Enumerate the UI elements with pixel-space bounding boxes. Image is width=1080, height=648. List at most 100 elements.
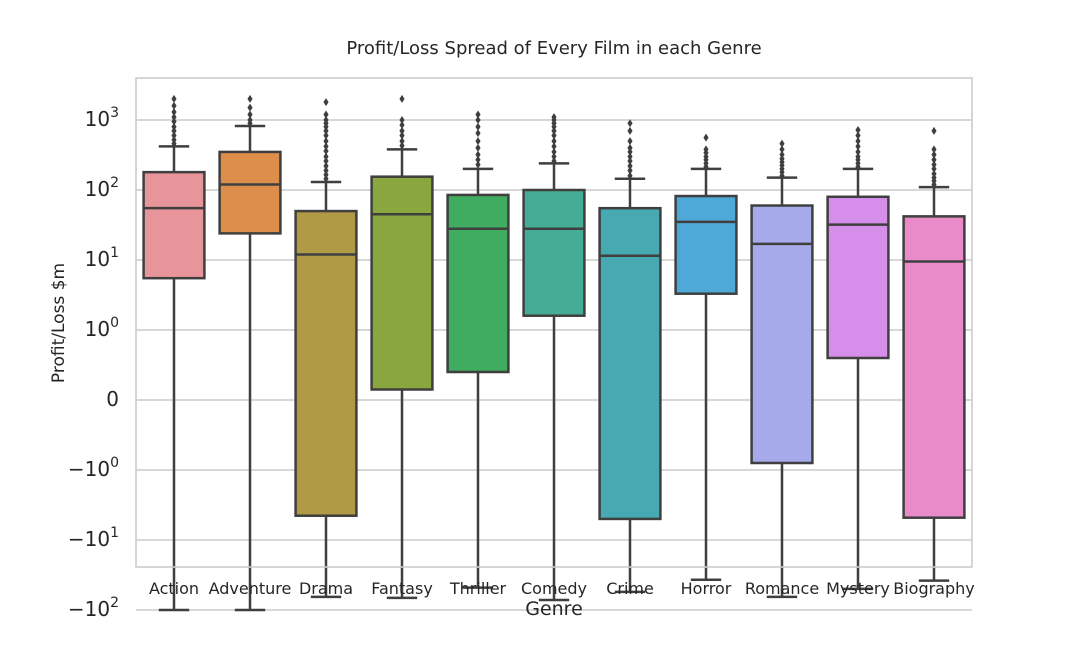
outlier-point <box>855 152 861 161</box>
x-tick-labels: Action Adventure Drama Fantasy Thriller Comed… <box>149 579 975 598</box>
iqr-box <box>750 204 814 465</box>
outlier-point <box>475 129 481 138</box>
outlier-point <box>475 150 481 159</box>
outlier-point <box>703 133 709 142</box>
outlier-point <box>779 145 785 154</box>
outlier-point <box>931 160 937 169</box>
outlier-point <box>551 126 557 135</box>
y-tick-label: 103 <box>85 105 119 131</box>
outlier-point <box>171 113 177 122</box>
x-tick-label: Thriller <box>449 579 507 598</box>
iqr-box <box>522 188 586 317</box>
outlier-point <box>931 155 937 164</box>
outlier-point <box>399 116 405 124</box>
outlier-point <box>627 166 633 175</box>
outlier-point <box>931 169 937 178</box>
x-tick-label: Horror <box>681 579 732 598</box>
outlier-point <box>323 98 329 107</box>
outlier-point <box>475 116 481 124</box>
box-comedy <box>522 113 586 602</box>
outlier-point <box>931 150 937 159</box>
outlier-point <box>931 126 937 135</box>
outlier-point <box>399 131 405 140</box>
outlier-point <box>779 139 785 148</box>
box-fantasy <box>370 94 434 600</box>
y-tick-labels: −102 −101 −100 0 100 101 102 103 <box>68 105 119 621</box>
outlier-point <box>399 94 405 103</box>
outlier-point <box>627 143 633 152</box>
y-tick-label: 101 <box>85 245 119 271</box>
y-axis-label: Profit/Loss $m <box>49 262 69 384</box>
x-tick-label: Mystery <box>826 579 890 598</box>
outlier-point <box>323 170 329 179</box>
x-tick-label: Adventure <box>209 579 292 598</box>
box-mystery <box>826 125 890 591</box>
outlier-point <box>171 135 177 144</box>
x-tick-label: Drama <box>299 579 353 598</box>
outlier-point <box>171 122 177 131</box>
outlier-point <box>475 155 481 164</box>
outlier-point <box>323 137 329 146</box>
outlier-point <box>855 131 861 140</box>
outlier-point <box>627 147 633 156</box>
y-tick-label: −102 <box>68 595 119 621</box>
outlier-point <box>551 137 557 146</box>
outlier-point <box>627 119 633 128</box>
box-adventure <box>218 94 282 612</box>
chart-title: Profit/Loss Spread of Every Film in each… <box>346 38 762 59</box>
x-tick-label: Romance <box>745 579 819 598</box>
outlier-point <box>323 116 329 124</box>
outlier-point <box>247 103 253 112</box>
boxes-layer <box>142 94 966 612</box>
outlier-point <box>627 156 633 165</box>
outlier-point <box>475 137 481 146</box>
outlier-point <box>323 142 329 151</box>
outlier-point <box>855 147 861 156</box>
outlier-point <box>551 147 557 156</box>
iqr-box <box>370 175 434 391</box>
box-biography <box>902 126 966 582</box>
outlier-point <box>855 125 861 134</box>
y-tick-label: 0 <box>106 387 119 411</box>
outlier-point <box>931 164 937 173</box>
box-crime <box>598 119 662 594</box>
outlier-point <box>779 150 785 159</box>
iqr-box <box>142 170 206 280</box>
outlier-point <box>323 166 329 175</box>
outlier-point <box>171 101 177 110</box>
outlier-point <box>475 143 481 152</box>
outlier-point <box>855 142 861 151</box>
box-thriller <box>446 110 510 589</box>
outlier-point <box>551 142 557 151</box>
iqr-box <box>902 215 966 519</box>
y-tick-label: −101 <box>68 525 119 551</box>
outlier-point <box>171 117 177 126</box>
outlier-point <box>247 110 253 119</box>
iqr-box <box>598 206 662 521</box>
outlier-point <box>627 152 633 161</box>
outlier-point <box>855 137 861 146</box>
outlier-point <box>399 141 405 150</box>
outlier-point <box>551 113 557 122</box>
outlier-point <box>323 152 329 161</box>
outlier-point <box>475 160 481 169</box>
outlier-point <box>323 131 329 140</box>
outlier-point <box>171 108 177 117</box>
outlier-point <box>551 156 557 165</box>
iqr-box <box>674 194 738 295</box>
outlier-point <box>399 120 405 129</box>
outlier-point <box>171 131 177 140</box>
x-tick-label: Biography <box>893 579 975 598</box>
outlier-point <box>247 116 253 124</box>
box-horror <box>674 133 738 582</box>
iqr-box <box>218 150 282 235</box>
outlier-point <box>323 147 329 156</box>
outlier-point <box>627 126 633 135</box>
iqr-box <box>446 193 510 374</box>
iqr-box <box>294 209 358 517</box>
x-tick-label: Crime <box>606 579 654 598</box>
outlier-point <box>323 156 329 165</box>
plot-frame <box>135 77 973 568</box>
x-tick-label: Action <box>149 579 199 598</box>
